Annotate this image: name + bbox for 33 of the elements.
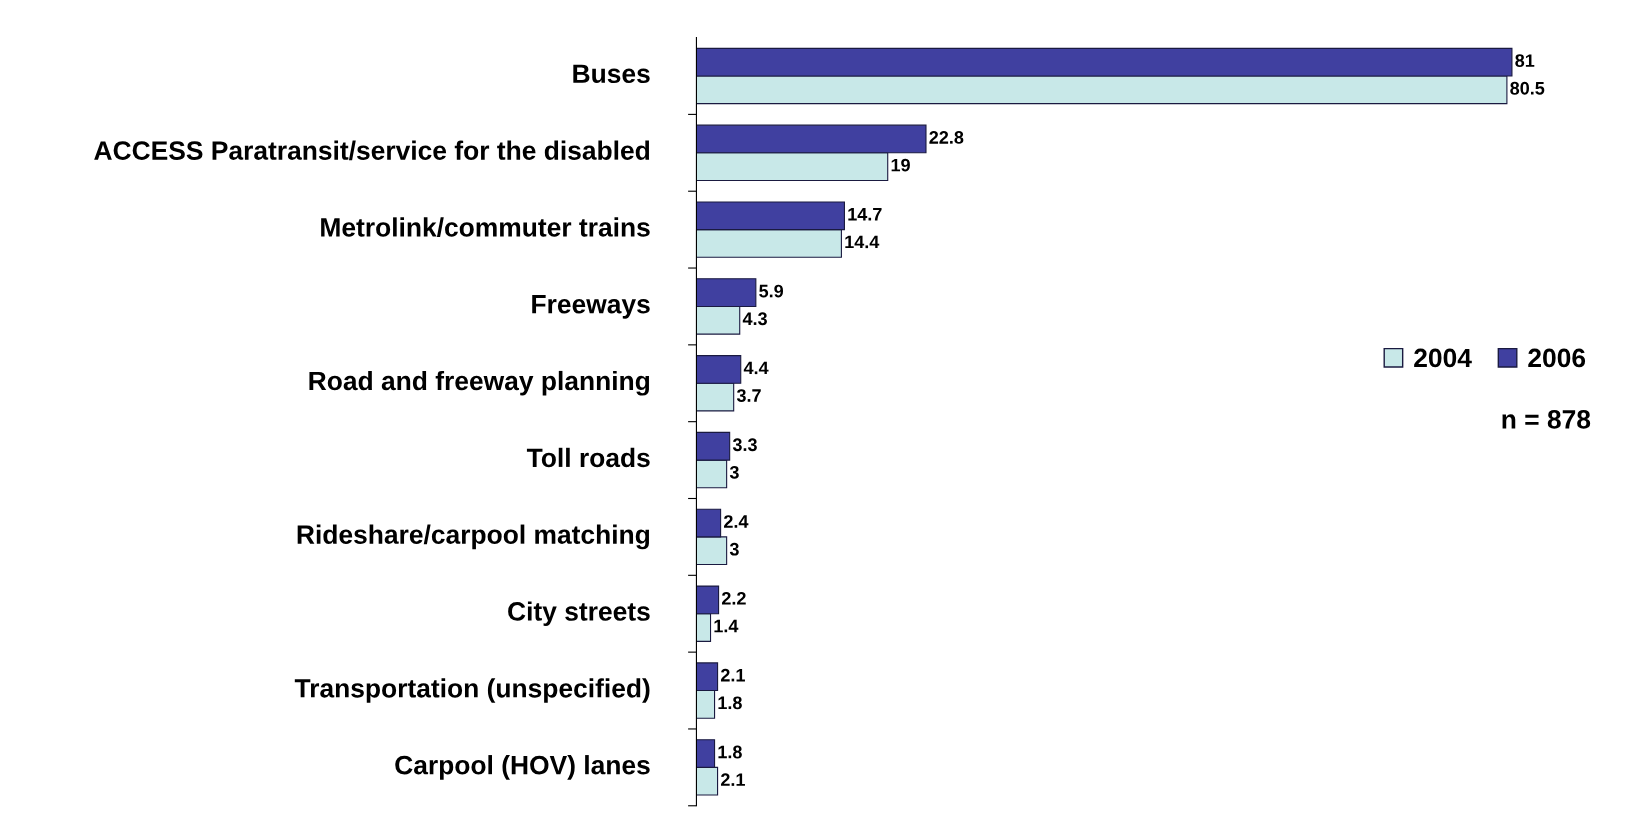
data-label: 1.8 [718,745,742,759]
y-tick-label: City streets [508,601,650,627]
data-label: 4.3 [742,312,767,326]
data-label: 22.8 [929,131,964,144]
data-label: 5.9 [759,284,784,298]
y-tick-label: Road and freeway planning [309,370,650,396]
data-label: 2.2 [721,591,746,605]
data-label: 2.1 [720,668,745,682]
y-tick-label: Freeways [532,295,650,319]
y-tick-label: Carpool (HOV) lanes [395,755,650,780]
data-label: 1.4 [714,619,739,633]
data-label: 3 [729,542,739,556]
y-tick-label: Metrolink/commuter trains [321,217,650,237]
data-label: 14.4 [845,235,880,249]
y-tick-label: Toll roads [526,447,650,468]
data-label: 19 [891,158,910,172]
data-label: 81 [1515,54,1535,67]
y-tick-label: Transportation (unspecified) [294,678,650,703]
data-label: 2.1 [720,773,745,786]
data-label: 3.7 [736,389,761,402]
data-label: 3 [729,465,739,479]
legend-label: 2004 [1414,348,1472,368]
y-tick-label: Rideshare/carpool matching [297,524,650,550]
data-label: 3.3 [732,438,757,452]
data-label: 1.8 [718,696,742,710]
data-label: 2.4 [724,515,749,528]
y-tick-label: Buses [573,64,650,84]
y-tick-label: ACCESS Paratransit/service for the disabled [94,140,650,161]
data-label: 4.4 [743,361,769,375]
data-label: 14.7 [848,208,882,221]
legend-label: 2006 [1528,348,1586,368]
annotation: n = 878 [1502,410,1591,429]
data-label: 80.5 [1510,81,1545,95]
